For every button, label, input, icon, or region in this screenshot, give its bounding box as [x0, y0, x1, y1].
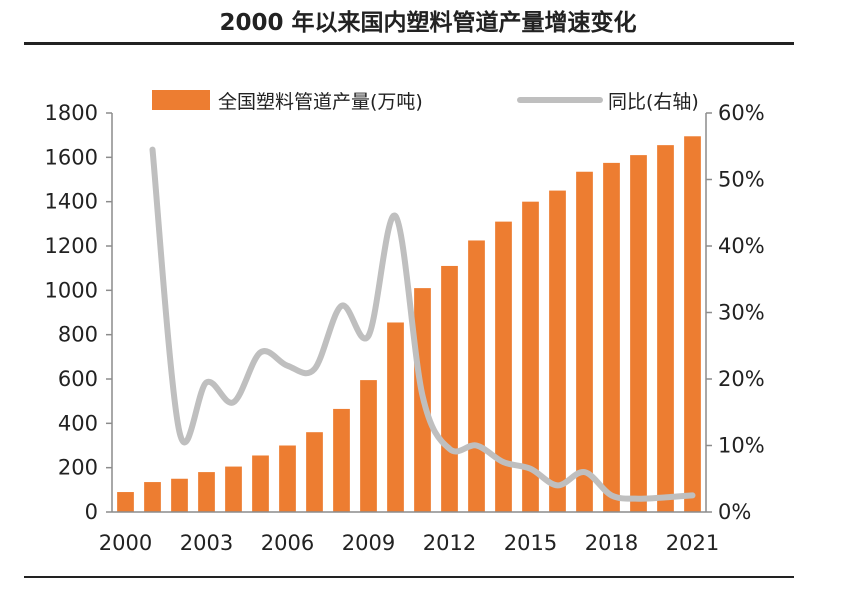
- bar-2013: [468, 240, 485, 512]
- legend-label-bar: 全国塑料管道产量(万吨): [218, 91, 423, 113]
- right-tick-label: 0%: [718, 500, 751, 524]
- legend-label-line: 同比(右轴): [608, 91, 699, 113]
- right-tick-label: 60%: [718, 101, 765, 125]
- yoy-line: [149, 146, 696, 502]
- left-tick-label: 1200: [45, 234, 98, 258]
- axes: [106, 112, 712, 513]
- x-tick-label: 2006: [261, 531, 314, 555]
- bar-2020: [657, 145, 674, 512]
- bar-2015: [522, 201, 539, 513]
- bar-2004: [225, 466, 242, 512]
- right-tick-label: 40%: [718, 234, 765, 258]
- bar-2001: [144, 482, 161, 512]
- bar-2002: [171, 478, 188, 512]
- bar-2003: [198, 472, 215, 512]
- left-tick-label: 200: [58, 456, 98, 480]
- bar-2007: [306, 432, 323, 512]
- bar-2018: [603, 162, 620, 513]
- x-tick-label: 2015: [504, 531, 557, 555]
- x-tick-label: 2000: [99, 531, 152, 555]
- bar-2005: [252, 455, 269, 512]
- bottom-divider: [24, 576, 794, 578]
- bar-2000: [117, 492, 134, 512]
- bar-2008: [333, 408, 350, 512]
- left-tick-label: 400: [58, 411, 98, 435]
- bar-2009: [360, 380, 377, 512]
- left-tick-label: 1000: [45, 278, 98, 302]
- left-tick-label: 1400: [45, 190, 98, 214]
- right-tick-label: 10%: [718, 434, 765, 458]
- line-series: [149, 146, 696, 502]
- x-tick-label: 2012: [423, 531, 476, 555]
- legend: 全国塑料管道产量(万吨) 同比(右轴): [152, 90, 699, 113]
- x-tick-label: 2021: [666, 531, 719, 555]
- right-tick-label: 30%: [718, 301, 765, 325]
- bar-series: [117, 136, 701, 513]
- legend-swatch-bar: [152, 90, 210, 110]
- bar-2014: [495, 221, 512, 512]
- left-tick-label: 0: [85, 500, 98, 524]
- x-tick-label: 2003: [180, 531, 233, 555]
- x-tick-label: 2009: [342, 531, 395, 555]
- left-tick-label: 800: [58, 323, 98, 347]
- bar-2017: [576, 171, 593, 513]
- left-tick-label: 1800: [45, 101, 98, 125]
- title-divider: [24, 42, 794, 45]
- tick-labels: 0 200 400 600 800 1000 1200 1400 1600 1800 0% 10% 20…: [45, 101, 765, 555]
- left-tick-label: 600: [58, 367, 98, 391]
- bar-2012: [441, 265, 458, 512]
- right-tick-label: 50%: [718, 168, 765, 192]
- bar-2019: [630, 155, 647, 512]
- chart-title: 2000 年以来国内塑料管道产量增速变化: [219, 10, 637, 36]
- bar-2006: [279, 445, 296, 512]
- right-tick-label: 20%: [718, 367, 765, 391]
- bar-2010: [387, 322, 404, 512]
- bar-2021: [684, 136, 701, 512]
- x-tick-label: 2018: [585, 531, 638, 555]
- bar-2016: [549, 190, 566, 512]
- left-tick-label: 1600: [45, 145, 98, 169]
